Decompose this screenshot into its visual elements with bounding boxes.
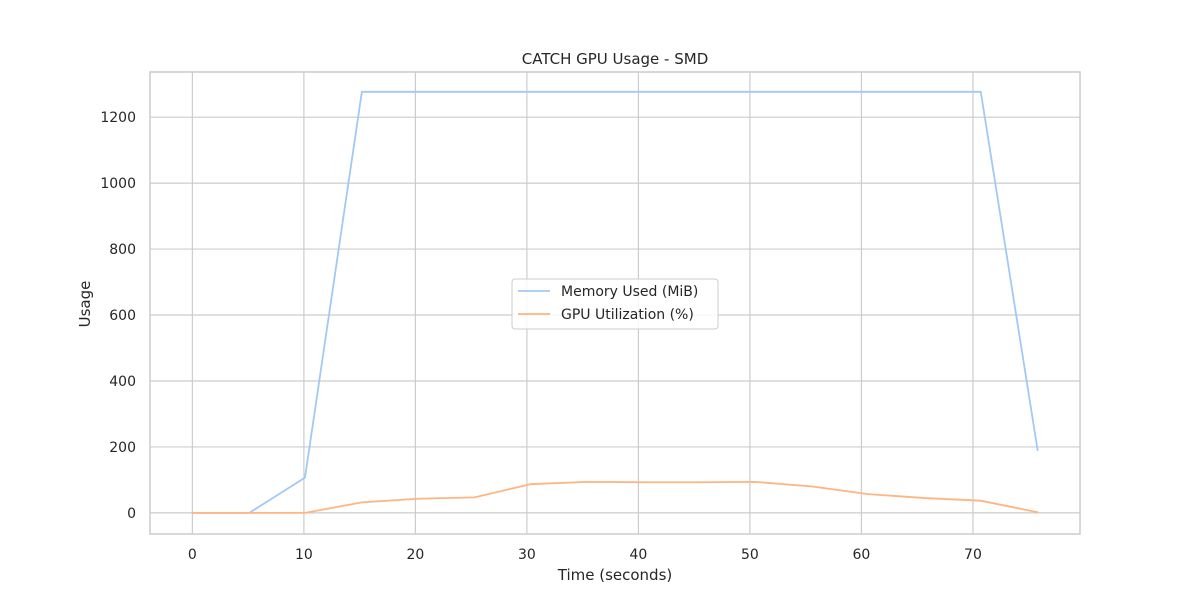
chart-title: CATCH GPU Usage - SMD bbox=[522, 50, 709, 68]
y-tick-label: 400 bbox=[109, 374, 136, 390]
y-tick-label: 200 bbox=[109, 440, 136, 456]
x-tick-label: 40 bbox=[630, 547, 648, 563]
plot-frame bbox=[149, 71, 1081, 535]
x-tick-label: 0 bbox=[188, 547, 197, 563]
y-tick-label: 600 bbox=[109, 308, 136, 324]
x-tick-label: 70 bbox=[964, 547, 982, 563]
x-tick-label: 30 bbox=[518, 547, 536, 563]
y-tick-label: 800 bbox=[109, 242, 136, 258]
legend-label: Memory Used (MiB) bbox=[561, 284, 698, 300]
grid-lines bbox=[150, 72, 1080, 534]
y-tick-label: 1000 bbox=[100, 176, 136, 192]
y-tick-label: 0 bbox=[127, 506, 136, 522]
legend: Memory Used (MiB) GPU Utilization (%) bbox=[511, 278, 719, 330]
x-tick-label: 20 bbox=[406, 547, 424, 563]
x-tick-label: 60 bbox=[853, 547, 871, 563]
series-line-memory-used bbox=[191, 90, 1039, 514]
legend-box bbox=[511, 278, 719, 330]
y-axis-label: Usage bbox=[76, 281, 94, 328]
series-line-gpu-utilization bbox=[191, 481, 1039, 514]
y-tick-label: 1200 bbox=[100, 110, 136, 126]
legend-label: GPU Utilization (%) bbox=[561, 307, 694, 323]
x-tick-label: 50 bbox=[741, 547, 759, 563]
x-axis-label: Time (seconds) bbox=[557, 566, 673, 584]
x-tick-label: 10 bbox=[295, 547, 313, 563]
